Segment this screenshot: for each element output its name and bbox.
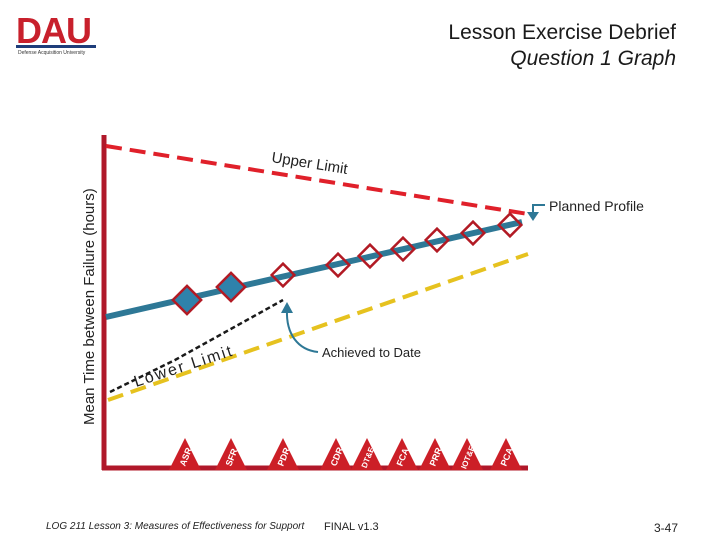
dau-logo-subtitle: Defense Acquisition University [18, 50, 86, 56]
planned-markers [269, 211, 524, 289]
footer-course: LOG 211 Lesson 3: Measures of Effectiven… [46, 521, 305, 532]
slide-subtitle: Question 1 Graph [510, 47, 676, 70]
planned-marker [496, 211, 524, 239]
milestone-pdr: PDR [267, 438, 299, 470]
milestone-sfr: SFR [215, 438, 247, 470]
planned-marker [423, 226, 451, 254]
lower-limit-label: Lower Limit [132, 343, 236, 391]
achieved-marker [215, 271, 247, 303]
milestone-triangles: ASR SFR PDR CDR DT&E FCA PRR IOT&E [169, 438, 522, 470]
planned-marker [324, 251, 352, 279]
achieved-callout-arrow [285, 309, 319, 353]
achieved-markers [171, 271, 247, 316]
dau-logo-lettering: DAU [16, 10, 91, 51]
planned-profile-line [105, 219, 523, 320]
planned-profile-callout-arrowhead [527, 212, 539, 221]
lower-limit-line [107, 252, 529, 402]
milestone-iote: IOT&E [451, 438, 483, 470]
achieved-to-date-line [109, 298, 284, 394]
planned-profile-label: Planned Profile [549, 198, 644, 214]
achieved-marker [171, 284, 203, 316]
footer-status: FINAL v1.3 [324, 521, 379, 533]
planned-marker [459, 219, 487, 247]
footer-page-number: 3-47 [653, 521, 678, 535]
achieved-to-date-label: Achieved to Date [322, 345, 421, 360]
dau-logo: DAU Defense Acquisition University [16, 10, 96, 56]
slide-title-block: Lesson Exercise Debrief Question 1 Graph [448, 20, 676, 72]
planned-marker [356, 242, 384, 270]
slide-title: Lesson Exercise Debrief [448, 21, 676, 44]
achieved-callout-arrowhead [281, 302, 293, 313]
planned-marker [269, 261, 297, 289]
milestone-fca: FCA [386, 438, 418, 470]
milestone-prr: PRR [419, 438, 451, 470]
milestone-dte: DT&E [351, 438, 383, 470]
planned-profile-callout-arrow [532, 204, 545, 215]
y-axis-label: Mean Time between Failure (hours) [81, 188, 98, 425]
planned-marker [389, 235, 417, 263]
milestone-cdr: CDR [320, 438, 352, 470]
milestone-asr: ASR [169, 438, 201, 470]
milestone-pca: PCA [490, 438, 522, 470]
